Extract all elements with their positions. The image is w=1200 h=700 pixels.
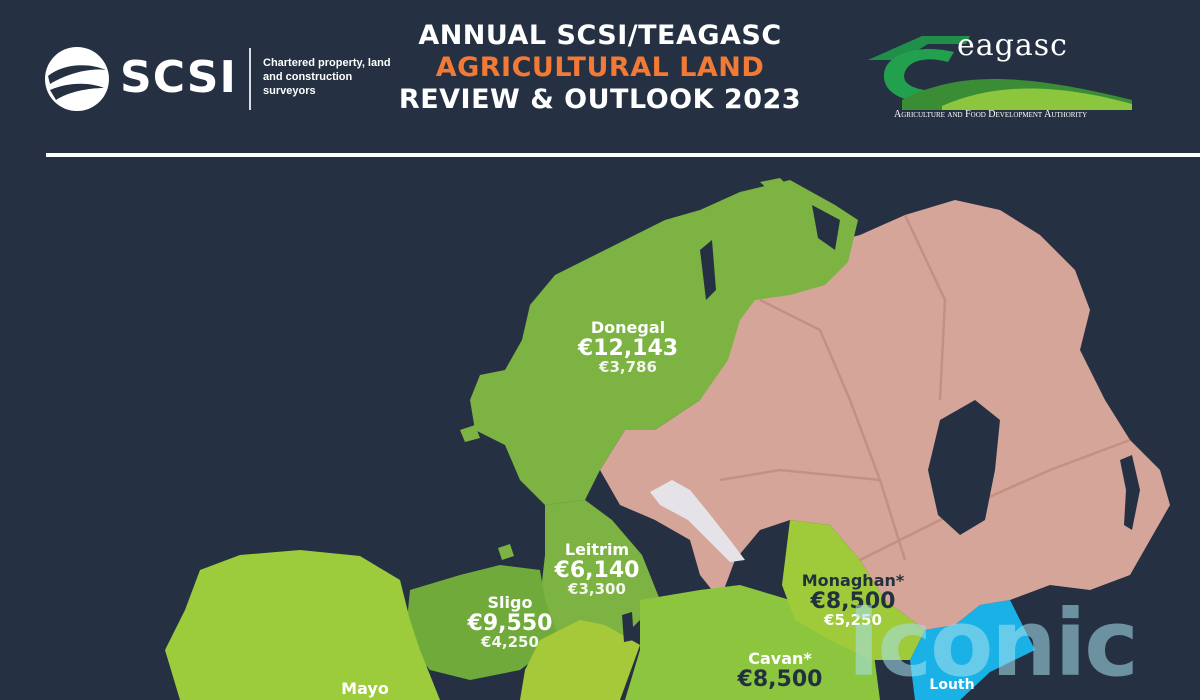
scsi-logo: SCSI Chartered property, land and constr… xyxy=(44,44,391,114)
teagasc-emblem-icon xyxy=(868,36,1132,110)
strangford-lough xyxy=(1120,455,1140,530)
county-name: Monaghan* xyxy=(801,571,905,590)
county-price: €8,500 xyxy=(810,588,896,614)
island xyxy=(760,178,790,196)
title-line-3: REVIEW & OUTLOOK 2023 xyxy=(398,84,802,115)
county-price-secondary: €3,300 xyxy=(568,579,626,598)
label-monaghan: Monaghan* €8,500 €5,250 xyxy=(793,571,913,629)
county-name: Sligo xyxy=(487,593,533,612)
ni-county-boundary xyxy=(719,214,1131,562)
page-title: ANNUAL SCSI/TEAGASC AGRICULTURAL LAND RE… xyxy=(380,20,820,116)
county-price: €8,500 xyxy=(737,666,823,692)
label-leitrim: Leitrim €6,140 €3,300 xyxy=(537,540,657,598)
county-roscommon xyxy=(520,620,640,700)
county-leitrim xyxy=(540,500,660,650)
county-name: Leitrim xyxy=(564,540,630,559)
label-louth: Louth xyxy=(920,678,984,693)
county-donegal xyxy=(470,180,858,505)
county-name: Louth xyxy=(929,677,975,693)
county-price: €9,550 xyxy=(467,610,553,636)
label-sligo: Sligo €9,550 €4,250 xyxy=(450,593,570,651)
county-name: Mayo xyxy=(341,679,389,698)
teagasc-subtitle: Agriculture and Food Development Authori… xyxy=(894,109,1088,120)
county-sligo xyxy=(405,565,560,680)
scsi-wordmark: SCSI xyxy=(120,52,237,103)
lough-foyle xyxy=(812,205,840,250)
lough-swilly xyxy=(700,240,716,300)
island xyxy=(460,425,480,442)
county-mayo xyxy=(165,550,440,700)
scsi-tagline: Chartered property, land and constructio… xyxy=(263,57,391,97)
watermark: iconic xyxy=(848,590,1139,697)
county-price: €12,143 xyxy=(577,335,679,361)
county-monaghan xyxy=(782,520,925,660)
island xyxy=(203,566,228,584)
logo-divider xyxy=(249,48,251,110)
county-price-secondary: €3,786 xyxy=(599,357,657,376)
lough-erne xyxy=(650,480,745,562)
label-cavan: Cavan* €8,500 xyxy=(720,649,840,692)
label-mayo: Mayo xyxy=(320,679,410,698)
lake xyxy=(622,612,634,642)
county-price-secondary: €4,250 xyxy=(481,632,539,651)
label-donegal: Donegal €12,143 €3,786 xyxy=(568,318,688,376)
county-louth xyxy=(910,600,1035,700)
teagasc-wordmark: eagasc xyxy=(957,28,1068,63)
island xyxy=(170,654,186,672)
teagasc-logo: eagasc Agriculture and Food Development … xyxy=(862,28,1142,130)
island xyxy=(498,544,514,560)
lough-neagh xyxy=(928,400,1000,535)
county-price-secondary: €5,250 xyxy=(824,610,882,629)
county-name: Donegal xyxy=(590,318,666,337)
title-line-1: ANNUAL SCSI/TEAGASC xyxy=(418,20,782,51)
header-rule xyxy=(46,153,1200,157)
scsi-globe-icon xyxy=(45,47,109,111)
title-line-2: AGRICULTURAL LAND xyxy=(435,52,765,83)
county-price: €6,140 xyxy=(554,557,640,583)
county-name: Cavan* xyxy=(748,649,812,668)
